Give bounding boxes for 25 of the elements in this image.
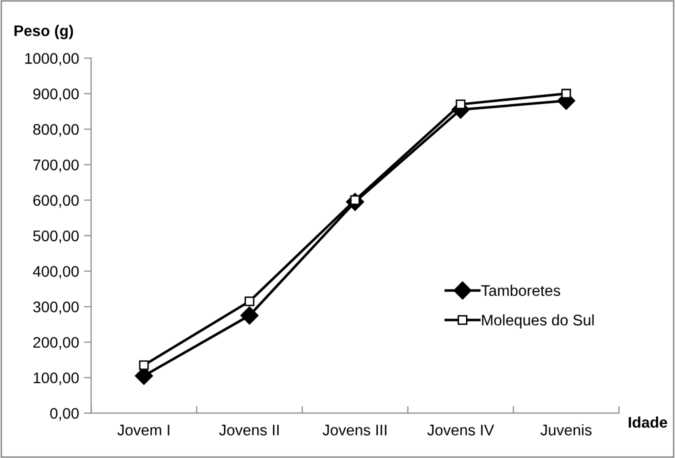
y-tick-label: 500,00 <box>33 230 79 244</box>
x-tick-label: Jovem I <box>117 424 170 436</box>
y-tick-label: 100,00 <box>34 372 79 386</box>
y-tick-label: 400,00 <box>32 266 79 279</box>
x-axis-title: Idade <box>628 416 668 428</box>
x-tick-label: Juvenis <box>540 424 592 436</box>
y-tick-label: 700,00 <box>33 160 79 172</box>
point <box>139 360 149 370</box>
y-tick-label: 300,00 <box>33 302 79 314</box>
point <box>456 99 466 110</box>
y-tick-label: 900,00 <box>33 88 79 102</box>
y-tick-label: 200,00 <box>33 336 79 350</box>
x-tick-label: Jovens IV <box>427 424 494 436</box>
y-tick-label: 0,00 <box>50 408 79 421</box>
y-tick-label: 800,00 <box>33 124 79 137</box>
legend-label: Tamboretes <box>481 284 560 296</box>
point <box>244 296 254 306</box>
y-axis-title: Peso (g) <box>14 24 74 40</box>
legend-label: Moleques do Sul <box>482 314 594 329</box>
y-tick-label: 1000,00 <box>25 53 79 66</box>
x-tick-label: Jovens III <box>322 424 386 436</box>
x-tick-label: Jovens II <box>219 424 279 436</box>
y-tick-label: 600,00 <box>33 195 79 208</box>
point <box>561 88 572 99</box>
point <box>240 306 259 325</box>
